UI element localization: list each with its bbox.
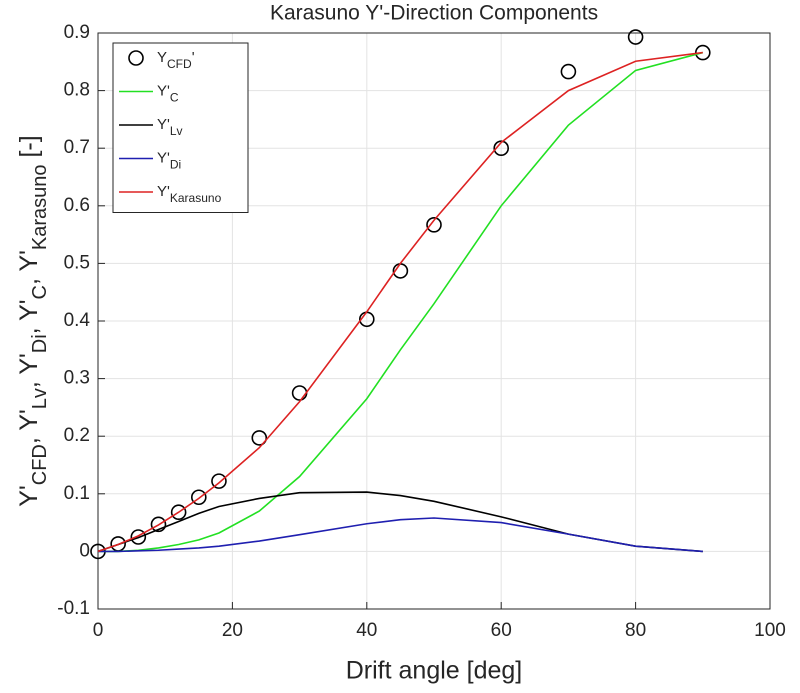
x-tick-label: 0 (93, 620, 104, 641)
y-label-sub: CFD (29, 444, 51, 485)
legend-sub: Karasuno (170, 191, 222, 205)
y-label-text: , Y' (15, 409, 43, 444)
legend-label: Y'Lv (157, 116, 183, 138)
legend-sub: Di (170, 158, 181, 172)
y-tick-label: 0.6 (64, 195, 90, 216)
legend-text: Y' (157, 82, 170, 99)
y-label-sub: Karasuno (29, 164, 51, 250)
legend-text: Y' (157, 183, 170, 200)
y-label-sub: Di (29, 334, 51, 353)
y-tick-label: 0 (79, 540, 90, 561)
y-label-text: , Y' (15, 250, 43, 285)
data-point (291, 385, 308, 401)
data-line (97, 51, 703, 553)
plot-frame (97, 32, 771, 610)
y-label-text: Y' (15, 485, 43, 506)
legend-sub: C (170, 91, 179, 105)
legend-text: Y' (157, 149, 170, 166)
y-tick-label: 0.8 (64, 80, 90, 101)
x-tick-label: 20 (222, 620, 243, 641)
data-point (211, 473, 227, 489)
y-tick-label: 0.9 (64, 22, 90, 43)
y-tick-label: 0.2 (64, 425, 90, 446)
legend-box (112, 42, 249, 213)
legend-after: ' (192, 49, 195, 66)
data-point (130, 529, 147, 545)
data-point (150, 516, 167, 533)
legend-text: Y (157, 49, 167, 66)
legend-label: Y'Di (157, 149, 181, 171)
legend-label: Y'Karasuno (157, 183, 222, 205)
legend-label: YCFD' (157, 49, 195, 71)
y-label-text: , Y' (15, 353, 43, 388)
y-label-text: [-] (15, 135, 43, 164)
y-axis-label: Y'CFD, Y'Lv, Y'Di, Y'C, Y'Karasuno [-] (15, 135, 52, 506)
y-tick-label: 0.4 (64, 310, 91, 331)
x-tick-label: 100 (754, 620, 786, 641)
data-line (98, 51, 704, 553)
legend-label: Y'C (157, 82, 179, 104)
y-tick-label: 0.7 (64, 137, 90, 158)
y-tick-label: -0.1 (57, 598, 90, 619)
chart-title: Karasuno Y'-Direction Components (270, 2, 598, 25)
y-tick-label: 0.1 (64, 483, 90, 504)
y-tick-label: 0.5 (64, 252, 90, 273)
x-tick-label: 80 (625, 620, 646, 641)
data-line (97, 491, 703, 553)
data-point (426, 217, 442, 233)
data-point (493, 140, 510, 156)
y-label-text: , Y' (15, 299, 43, 334)
data-point (694, 44, 711, 61)
y-label-sub: C (29, 285, 51, 299)
legend-sub: Lv (170, 124, 183, 138)
data-point (560, 63, 577, 80)
x-tick-label: 60 (491, 620, 512, 641)
data-point (251, 430, 268, 446)
data-line (98, 517, 703, 553)
x-tick-label: 40 (356, 620, 377, 641)
y-label-sub: Lv (29, 388, 51, 409)
legend-sub: CFD (167, 57, 192, 71)
data-point (627, 29, 644, 45)
data-point (191, 489, 207, 506)
legend-marker (128, 50, 144, 66)
data-point (170, 504, 187, 521)
y-tick-label: 0.3 (64, 368, 90, 389)
legend-text: Y' (157, 116, 170, 133)
x-axis-label: Drift angle [deg] (346, 657, 523, 685)
